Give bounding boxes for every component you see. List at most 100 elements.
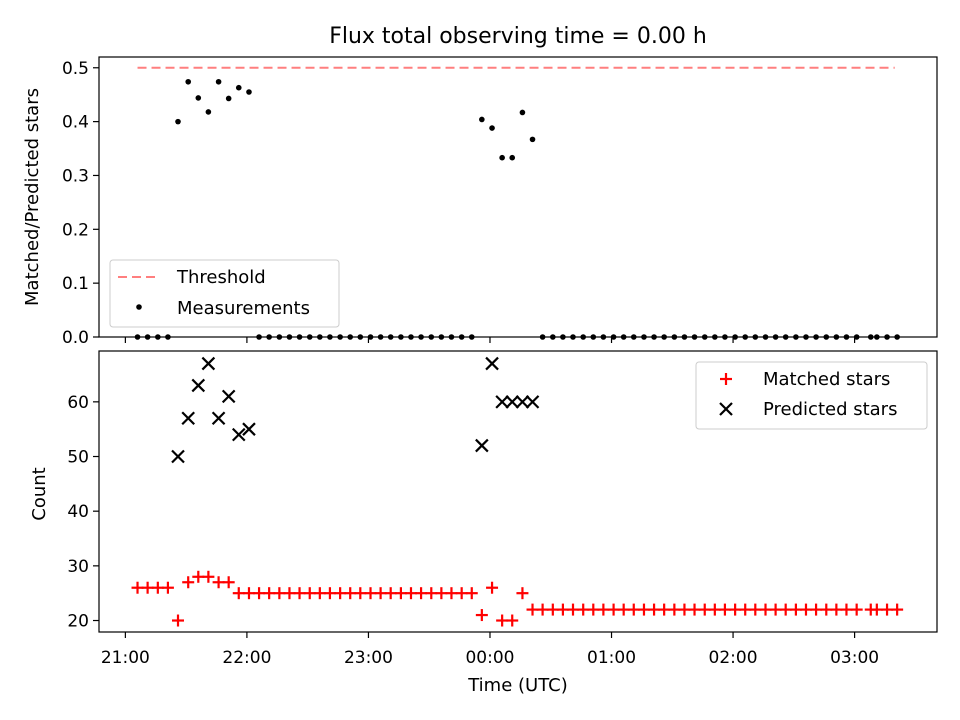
matched-star-point (263, 587, 276, 600)
measurement-point (691, 334, 698, 340)
x-tick-label: 01:00 (587, 648, 636, 668)
matched-star-point (516, 587, 529, 600)
count-panel-frame (98, 350, 938, 633)
measurement-point (489, 125, 495, 131)
measurement-point (620, 334, 627, 340)
matched-star-point (404, 587, 417, 600)
predicted-star-point (242, 422, 256, 436)
measurement-point (296, 334, 303, 340)
measurement-point (175, 118, 181, 125)
matched-star-point (850, 603, 863, 616)
measurement-point (843, 334, 850, 340)
measurement-point (833, 334, 840, 340)
matched-star-point (182, 576, 195, 589)
measurement-point (772, 334, 779, 340)
predicted-star-point (515, 395, 530, 409)
legend-threshold-label: Threshold (176, 267, 266, 288)
ratio-panel-frame (98, 56, 938, 338)
matched-star-point (668, 603, 681, 616)
matched-star-point (455, 587, 468, 600)
measurement-point (458, 334, 465, 340)
matched-star-point (870, 603, 883, 616)
matched-star-point (789, 603, 802, 616)
measurement-point (894, 334, 900, 340)
ratio-legend: Threshold Measurements (109, 259, 340, 328)
matched-star-point (232, 587, 245, 600)
matched-star-point (891, 603, 904, 616)
measurement-point (590, 334, 597, 340)
measurement-point (752, 334, 759, 340)
matched-star-point (506, 614, 519, 627)
measurement-point (509, 154, 516, 161)
measurement-point (610, 334, 617, 340)
measurement-point (398, 334, 404, 340)
matched-star-point (607, 603, 620, 616)
predicted-star-point (221, 389, 236, 404)
matched-star-point (242, 587, 255, 600)
measurement-point (225, 95, 232, 102)
count-y-axis: 20 30 40 50 60 (67, 393, 99, 632)
measurement-point (519, 109, 526, 116)
ratio-legend-box (109, 259, 340, 328)
ratio-y-tick-label: 0.0 (62, 328, 89, 348)
count-panel: 20 30 40 50 60 21:00 22:00 23:00 00:00 01:00 02:0… (29, 350, 938, 696)
matched-star-point (354, 587, 367, 600)
x-axis-label: Time (UTC) (467, 675, 568, 696)
measurement-point (803, 334, 809, 340)
count-legend: Matched stars Predicted stars (695, 361, 928, 430)
measurement-point (813, 334, 819, 340)
legend-measurements-label: Measurements (177, 298, 310, 319)
measurement-point (276, 334, 283, 340)
measurement-point (317, 334, 323, 340)
measurement-point (867, 334, 874, 340)
predicted-star-point (525, 395, 540, 409)
matched-star-point (617, 603, 630, 616)
measurement-point (479, 116, 485, 123)
legend-predicted-marker (719, 402, 733, 416)
measurement-point (853, 334, 860, 340)
matched-star-point (364, 587, 377, 600)
ratio-panel: 0.0 0.1 0.2 0.3 0.4 0.5 Matched/Predicted sta… (22, 56, 938, 348)
matched-star-point (394, 587, 407, 600)
measurement-point (418, 334, 424, 340)
measurement-point (580, 334, 587, 340)
matched-star-point (637, 603, 650, 616)
figure-title: Flux total observing time = 0.00 h (329, 24, 707, 49)
matched-star-point (192, 570, 205, 583)
measurement-point (701, 334, 708, 340)
measurement-point (550, 334, 556, 340)
matched-star-point (415, 587, 428, 600)
matched-star-point (698, 603, 711, 616)
predicted-star-point (505, 395, 520, 409)
matched-star-point (536, 603, 549, 616)
measurement-point (529, 136, 536, 143)
count-legend-box (695, 361, 928, 430)
matched-star-point (840, 603, 853, 616)
count-y-tick-label: 20 (67, 612, 89, 632)
measurement-point (823, 334, 830, 340)
measurement-point (600, 334, 607, 340)
matched-star-point (435, 587, 448, 600)
measurement-point (155, 334, 161, 340)
matched-stars-points (131, 570, 904, 627)
measurement-point (165, 334, 171, 340)
measurement-point (712, 334, 718, 340)
ratio-y-tick-label: 0.3 (62, 166, 89, 186)
measurement-point (539, 334, 546, 340)
matched-star-point (799, 603, 812, 616)
matched-star-point (445, 587, 458, 600)
measurement-point (408, 334, 414, 340)
legend-predicted-label: Predicted stars (763, 399, 897, 420)
matched-star-point (779, 603, 792, 616)
measurement-point (641, 334, 647, 340)
measurement-point (671, 334, 678, 340)
legend-predicted-swatch (719, 402, 733, 416)
matched-star-point (749, 603, 762, 616)
matched-star-point (496, 614, 509, 627)
measurement-point (428, 334, 435, 340)
matched-star-point (131, 581, 144, 594)
measurement-point (782, 334, 789, 340)
matched-star-point (678, 603, 691, 616)
measurement-point (185, 78, 192, 85)
ratio-y-tick-label: 0.4 (62, 113, 89, 133)
